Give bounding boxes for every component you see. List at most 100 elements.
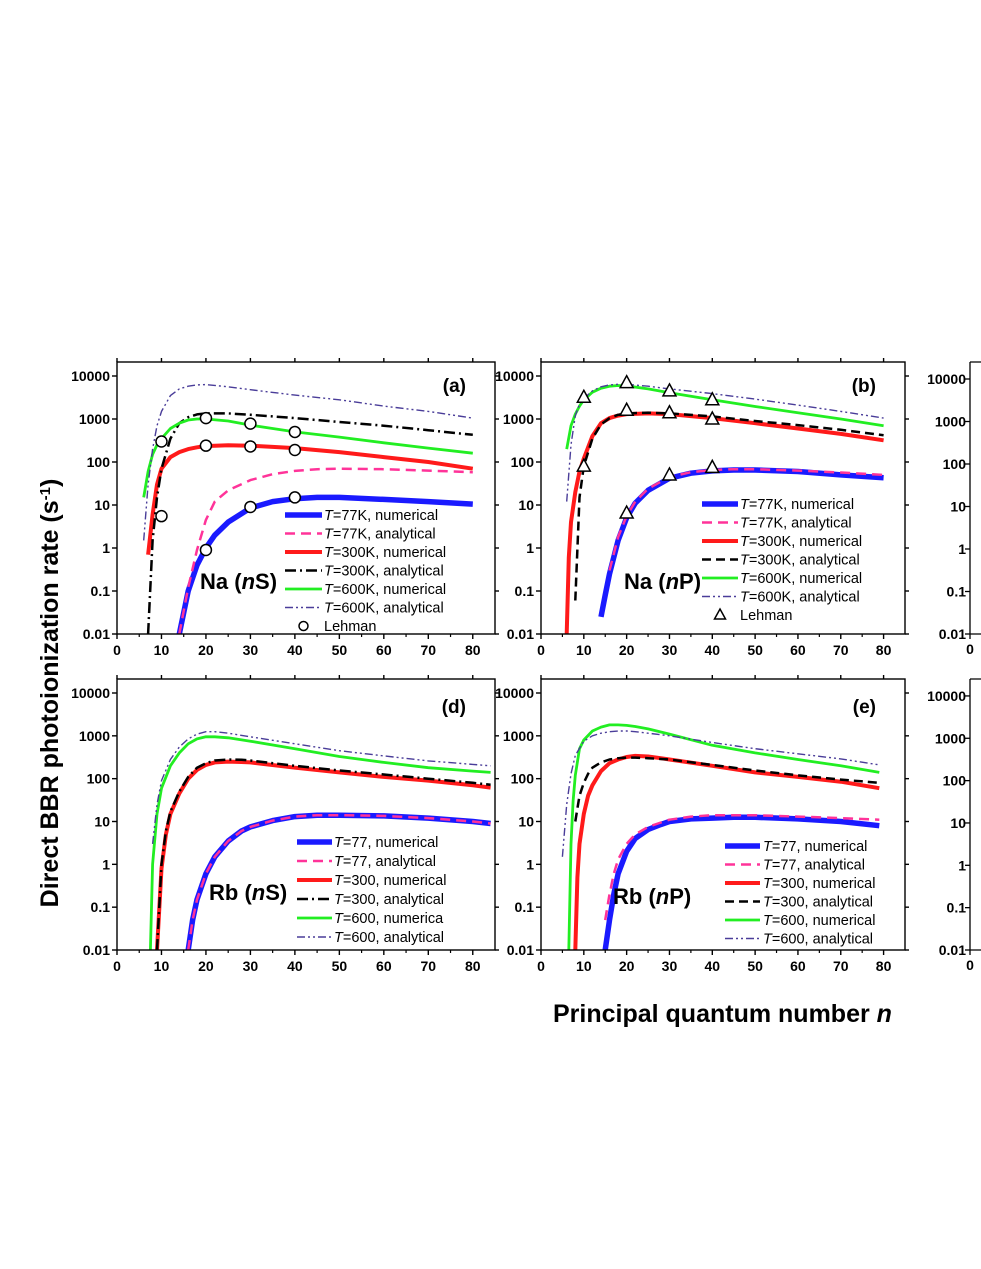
y-tick-label: 0.01: [507, 626, 534, 642]
series-line-black-dashdot: [155, 758, 491, 950]
y-tick-label: 1: [958, 857, 966, 873]
species-label-prefix: Na (: [624, 569, 666, 594]
y-tick-label: 1000: [79, 411, 110, 427]
x-tick-label: 30: [662, 958, 678, 974]
series-line-purple-dashdotdot: [566, 383, 884, 502]
plot-frame: [540, 678, 906, 951]
y-tick-label: 100: [511, 454, 535, 470]
series-line-blue-solid: [602, 814, 880, 950]
x-tick-label: 60: [376, 958, 392, 974]
x-tick-label: 20: [619, 642, 635, 658]
x-tick-label: 0: [537, 642, 545, 658]
series-line-black-dash: [574, 756, 880, 822]
x-tick-label: 70: [421, 642, 437, 658]
legend-label-var: T: [740, 534, 750, 550]
legend-label: T=600, numerica: [334, 911, 444, 927]
legend-label: T=300K, numerical: [740, 534, 862, 550]
y-tick-label: 100: [87, 454, 111, 470]
lehman-marker: [244, 440, 257, 453]
y-tick-label: 1: [526, 540, 534, 556]
x-tick-label: 10: [576, 958, 592, 974]
species-label: Na (nP): [624, 569, 701, 594]
panel-label: (a): [443, 376, 466, 397]
lehman-marker: [155, 509, 168, 523]
lehman-marker: [199, 543, 213, 557]
series-line-red-solid: [573, 753, 880, 950]
legend-label-var: T: [763, 876, 773, 892]
legend-label-var: T: [324, 601, 334, 617]
legend-label-text: =600K, analytical: [333, 601, 444, 617]
series-group: [149, 731, 491, 950]
legend-label: T=300, analytical: [763, 895, 873, 911]
legend-label: T=77, analytical: [334, 854, 436, 870]
legend-label-text: =300K, analytical: [333, 564, 444, 580]
legend-label: T=77K, numerical: [324, 508, 438, 524]
legend-label: T=77K, analytical: [740, 516, 852, 532]
y-tick-label: 100: [943, 456, 967, 472]
x-tick-label: 0: [113, 642, 121, 658]
species-label-suffix: P): [679, 569, 701, 594]
y-axis-title-main: Direct BBR photoionization rate (s: [36, 500, 64, 907]
y-axis-title-sup: -1: [37, 487, 54, 500]
legend-label-var: T: [334, 930, 344, 946]
legend-label-text: =77, numerical: [343, 835, 439, 851]
legend-label: T=300K, analytical: [740, 553, 860, 569]
y-tick-label: 1000: [503, 728, 534, 744]
x-tick-label: 60: [790, 958, 806, 974]
legend-label-text: =300K, numerical: [333, 545, 446, 561]
legend-label-text: Lehman: [324, 619, 376, 635]
y-tick-label: 0.01: [507, 942, 534, 958]
legend-label: T=300, analytical: [334, 892, 444, 908]
legend-label: T=77K, analytical: [324, 527, 436, 543]
legend-label: T=600K, numerical: [324, 582, 446, 598]
species-label-variable: n: [242, 569, 255, 594]
species-label-variable: n: [666, 569, 679, 594]
y-tick-label: 100: [511, 771, 535, 787]
y-tick-label: 10000: [927, 688, 966, 704]
legend-label-var: T: [763, 895, 773, 911]
legend-label-text: =300, numerical: [343, 873, 447, 889]
x-tick-label: 50: [332, 958, 348, 974]
x-tick-label: 40: [287, 958, 303, 974]
legend-label: T=600K, analytical: [740, 590, 860, 606]
series-line-blue-solid: [176, 494, 473, 634]
x-tick-label: 50: [747, 958, 763, 974]
lehman-marker: [661, 382, 678, 397]
lehman-marker: [618, 504, 635, 519]
legend-label-text: =600, numerical: [772, 913, 876, 929]
panel-f: 0.01 0.1 1 10 100 1000 10000 0: [927, 678, 981, 973]
x-tick-label: 20: [619, 958, 635, 974]
y-tick-label: 10: [518, 814, 534, 830]
lehman-marker: [618, 401, 635, 416]
y-tick-label: 100: [87, 771, 111, 787]
lehman-marker: [576, 388, 592, 404]
legend-label-text: =600K, numerical: [749, 571, 862, 587]
series-line-green-solid: [567, 723, 880, 950]
legend-label-text: =77, analytical: [343, 854, 436, 870]
x-axis-title: Principal quantum number n: [553, 1000, 892, 1028]
lehman-marker: [288, 443, 302, 457]
species-label-prefix: Rb (: [613, 884, 656, 909]
species-label-suffix: S): [255, 569, 277, 594]
species-label-suffix: S): [265, 880, 287, 905]
x-tick-label: 60: [790, 642, 806, 658]
legend-label-text: =300K, analytical: [749, 553, 860, 569]
legend-label-var: T: [740, 590, 750, 606]
y-tick-label: 10000: [495, 368, 534, 384]
legend-label-text: =300, numerical: [772, 876, 876, 892]
legend-label: T=600, numerical: [763, 913, 875, 929]
series-line-purple-dashdotdot: [151, 731, 491, 844]
x-tick-label: 50: [332, 642, 348, 658]
y-tick-label: 10000: [71, 368, 110, 384]
y-tick-label: 0.01: [83, 942, 110, 958]
legend-label: T=300, numerical: [763, 876, 875, 892]
x-tick-label: 20: [198, 958, 214, 974]
panel-a: 0 10 20 30 40 50 60 70 80 0.01 0.1 1 10 100 1000 10000 (…: [71, 358, 499, 658]
x-tick-label: 0: [537, 958, 545, 974]
lehman-marker: [576, 457, 592, 472]
panel-c: 0.01 0.1 1 10 100 1000 10000 0: [927, 361, 981, 657]
legend-label-text: Lehman: [740, 608, 792, 624]
